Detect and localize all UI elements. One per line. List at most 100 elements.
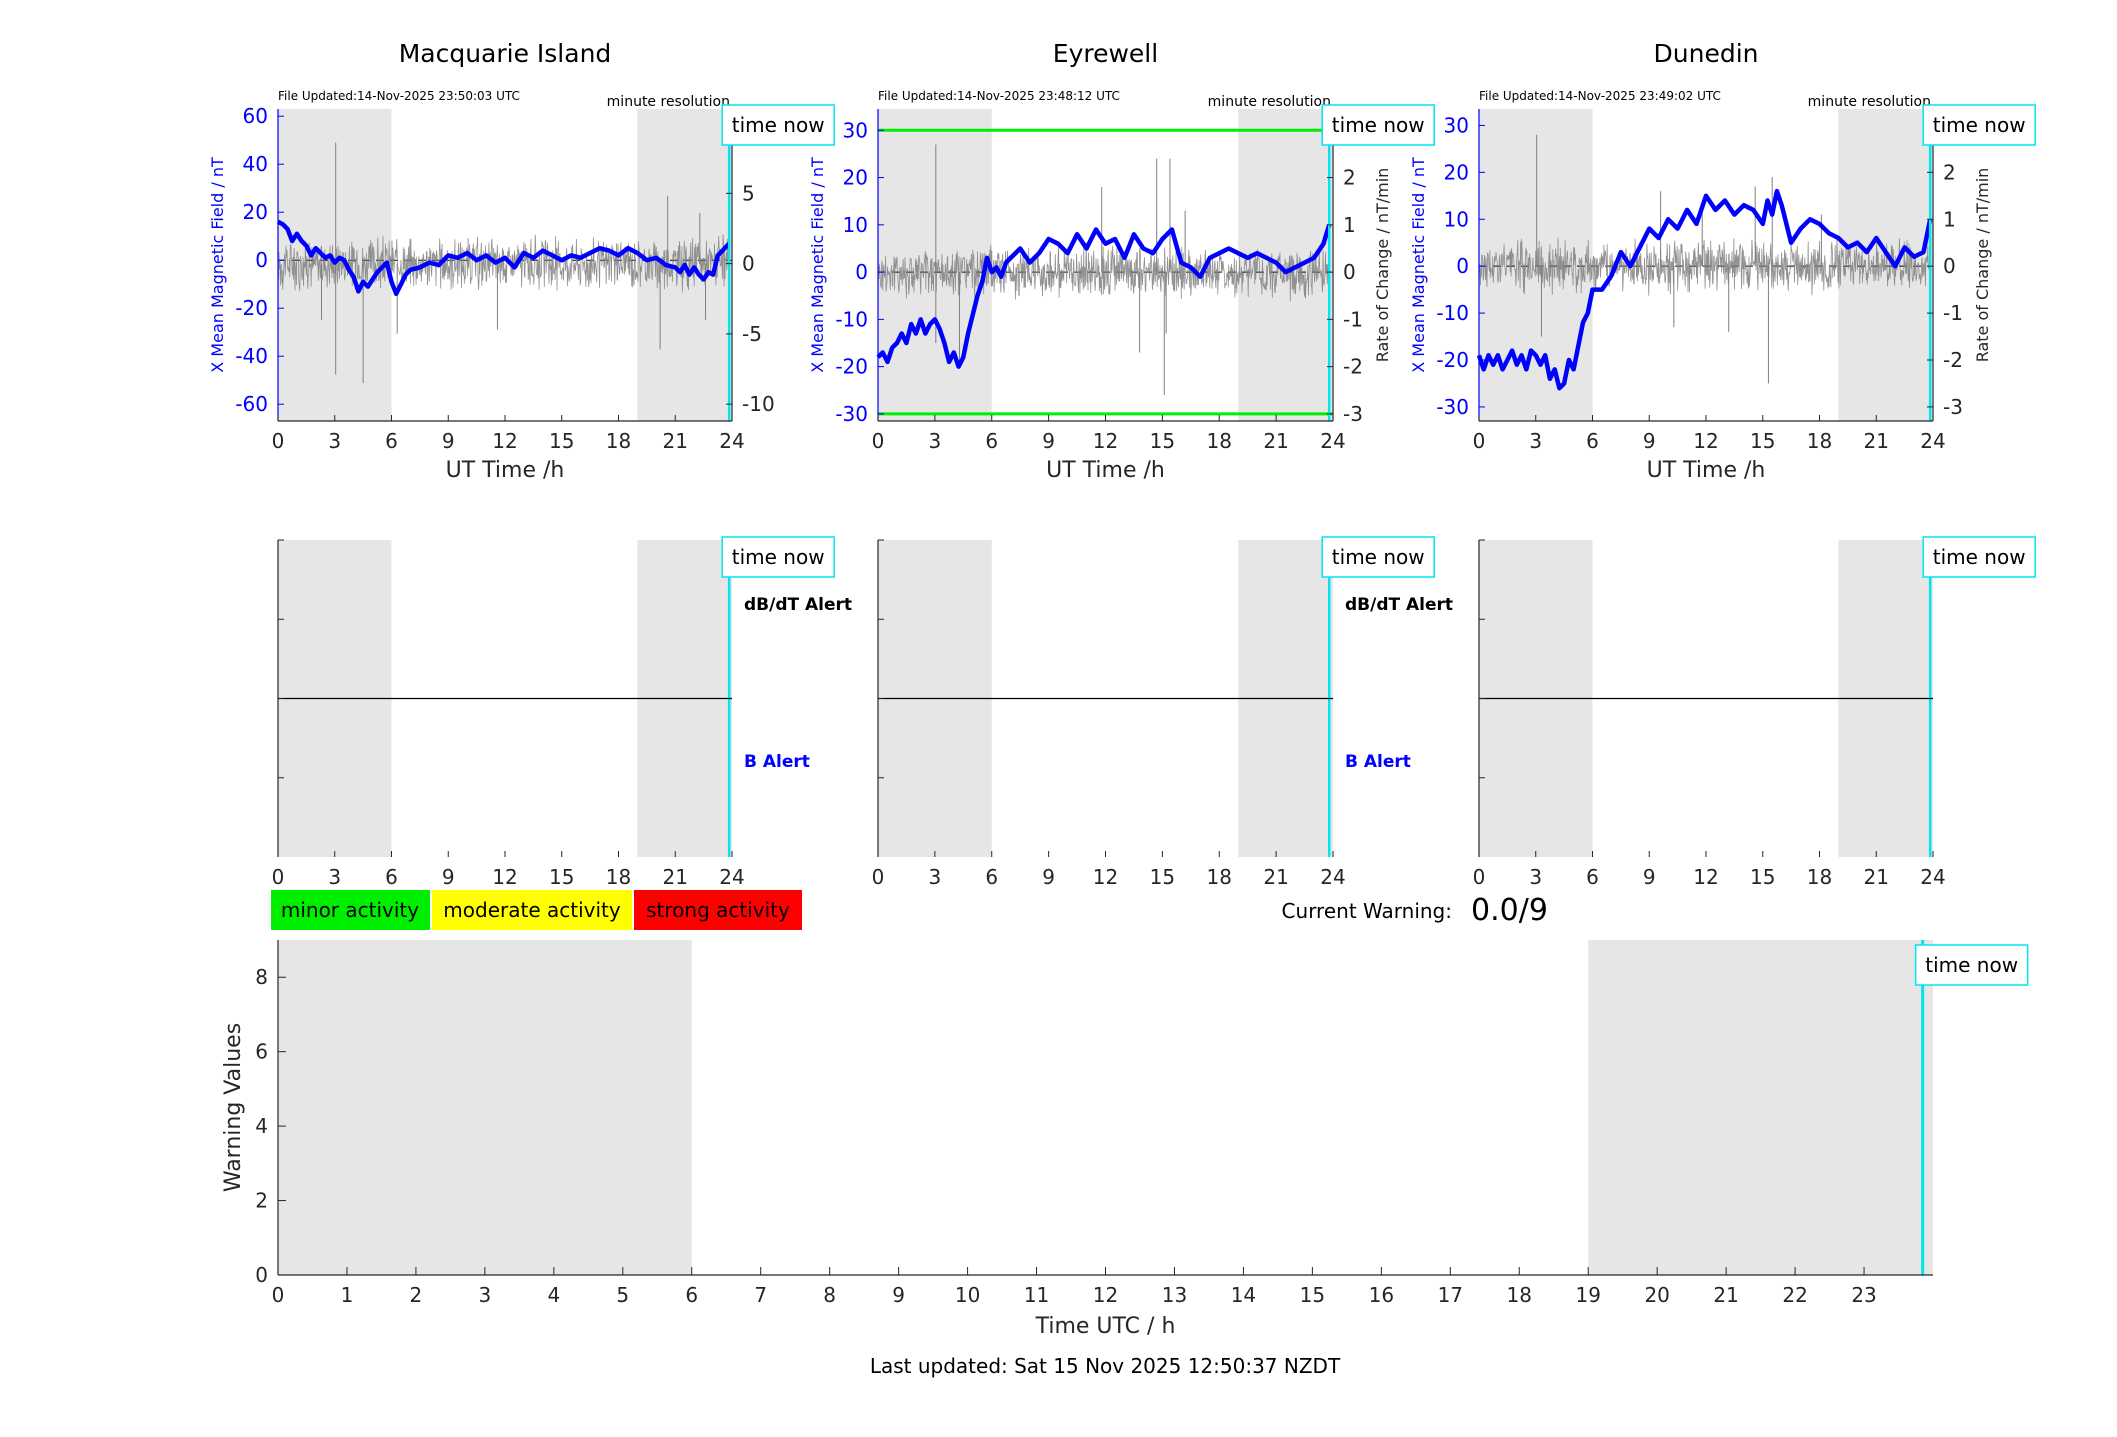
station-2-alert-x-tick-label: 12 bbox=[1093, 865, 1118, 889]
station-3-y-tick-label: 0 bbox=[1456, 254, 1469, 278]
station-2-y-tick-label: -30 bbox=[835, 402, 868, 426]
station-2-x-axis-label: UT Time /h bbox=[1046, 458, 1165, 483]
station-2-x-tick-label: 6 bbox=[985, 429, 998, 453]
station-2-x-tick-label: 21 bbox=[1263, 429, 1288, 453]
warning-night-band bbox=[1588, 940, 1933, 1275]
station-2-y-tick-label: -20 bbox=[835, 355, 868, 379]
warning-night-band bbox=[278, 940, 692, 1275]
station-2-y2-tick-label: -3 bbox=[1343, 402, 1363, 426]
warning-x-tick-label: 16 bbox=[1369, 1283, 1394, 1307]
station-1-file-updated: File Updated:14-Nov-2025 23:50:03 UTC bbox=[278, 89, 520, 103]
station-3-top-time-now-box bbox=[1922, 104, 2036, 146]
station-2-alert-x-tick-label: 3 bbox=[929, 865, 942, 889]
warning-x-tick-label: 20 bbox=[1644, 1283, 1669, 1307]
station-1-alert-time-now-box bbox=[721, 536, 835, 578]
station-1-y2-tick-label: -5 bbox=[742, 322, 762, 346]
warning-y-tick-label: 8 bbox=[255, 965, 268, 989]
station-3-top-time-now-label: time now bbox=[1933, 113, 2026, 137]
station-1-alert-x-tick-label: 12 bbox=[492, 865, 517, 889]
station-1-y-tick-label: 60 bbox=[243, 104, 268, 128]
station-2-alert-x-tick-label: 15 bbox=[1150, 865, 1175, 889]
warning-x-tick-label: 10 bbox=[955, 1283, 980, 1307]
warning-y-tick-label: 0 bbox=[255, 1263, 268, 1287]
station-1-y-tick-label: 0 bbox=[255, 248, 268, 272]
station-3-y-tick-label: -30 bbox=[1436, 395, 1469, 419]
warning-x-tick-label: 1 bbox=[341, 1283, 354, 1307]
station-2-top-time-now-box bbox=[1321, 104, 1435, 146]
station-3-resolution-label: minute resolution bbox=[1808, 94, 1931, 110]
warning-x-tick-label: 19 bbox=[1575, 1283, 1600, 1307]
station-2-y2-tick-label: 0 bbox=[1343, 260, 1356, 284]
station-3-y-axis-label: X Mean Magnetic Field / nT bbox=[1409, 157, 1428, 373]
station-2-x-tick-label: 15 bbox=[1150, 429, 1175, 453]
station-1-y-tick-label: 20 bbox=[243, 200, 268, 224]
station-1-x-tick-label: 15 bbox=[549, 429, 574, 453]
station-1-alert-x-tick-label: 0 bbox=[272, 865, 285, 889]
station-3-x-tick-label: 21 bbox=[1864, 429, 1889, 453]
station-2-y-tick-label: 0 bbox=[855, 260, 868, 284]
station-2-alert-x-tick-label: 9 bbox=[1042, 865, 1055, 889]
warning-x-axis-label: Time UTC / h bbox=[1035, 1314, 1176, 1339]
warning-x-tick-label: 18 bbox=[1507, 1283, 1532, 1307]
station-1-rate-trace bbox=[277, 234, 730, 293]
warning-x-tick-label: 12 bbox=[1093, 1283, 1118, 1307]
station-2-dbdt-alert-label: dB/dT Alert bbox=[1345, 595, 1453, 615]
warning-legend: minor activity moderate activity strong … bbox=[271, 890, 802, 930]
station-1-alert-time-now-label: time now bbox=[732, 545, 825, 569]
station-3-x-tick-label: 12 bbox=[1693, 429, 1718, 453]
station-3-alert-x-tick-label: 12 bbox=[1693, 865, 1718, 889]
station-2-y2-tick-label: 2 bbox=[1343, 166, 1356, 190]
station-3-x-tick-label: 0 bbox=[1473, 429, 1486, 453]
warning-x-tick-label: 22 bbox=[1782, 1283, 1807, 1307]
warning-x-tick-label: 4 bbox=[547, 1283, 560, 1307]
warning-x-tick-label: 6 bbox=[685, 1283, 698, 1307]
station-1-alert-x-tick-label: 24 bbox=[719, 865, 744, 889]
current-warning-label: Current Warning: bbox=[1282, 899, 1452, 923]
station-2-title: Eyrewell bbox=[1053, 39, 1158, 68]
station-1-alert-x-tick-label: 21 bbox=[663, 865, 688, 889]
station-2-y2-tick-label: 1 bbox=[1343, 213, 1356, 237]
station-3-y2-tick-label: 0 bbox=[1943, 254, 1956, 278]
station-2-alert-x-tick-label: 6 bbox=[985, 865, 998, 889]
station-2-alert-time-now-label: time now bbox=[1332, 545, 1425, 569]
last-updated: Last updated: Sat 15 Nov 2025 12:50:37 N… bbox=[870, 1354, 1341, 1378]
warning-y-tick-label: 4 bbox=[255, 1114, 268, 1138]
station-2-alert-x-tick-label: 0 bbox=[872, 865, 885, 889]
legend-strong-label: strong activity bbox=[646, 898, 790, 922]
station-1-x-axis-label: UT Time /h bbox=[446, 458, 565, 483]
station-1-x-tick-label: 3 bbox=[328, 429, 341, 453]
warning-x-tick-label: 2 bbox=[410, 1283, 423, 1307]
warning-time-now-label: time now bbox=[1925, 953, 2018, 977]
station-1-alert-x-tick-label: 9 bbox=[442, 865, 455, 889]
warning-x-tick-label: 9 bbox=[892, 1283, 905, 1307]
warning-x-tick-label: 5 bbox=[616, 1283, 629, 1307]
station-2-rate-trace bbox=[877, 242, 1330, 302]
station-1-x-tick-label: 9 bbox=[442, 429, 455, 453]
warning-x-tick-label: 14 bbox=[1231, 1283, 1256, 1307]
station-2-alert-time-now-box bbox=[1321, 536, 1435, 578]
station-2-y-tick-label: 10 bbox=[843, 213, 868, 237]
station-1-x-tick-label: 6 bbox=[385, 429, 398, 453]
station-3-alert-x-tick-label: 15 bbox=[1750, 865, 1775, 889]
station-1-y2-tick-label: 0 bbox=[742, 252, 755, 276]
station-2-b-alert-label: B Alert bbox=[1345, 752, 1411, 772]
station-3-y-tick-label: -20 bbox=[1436, 348, 1469, 372]
legend-minor-label: minor activity bbox=[281, 898, 419, 922]
station-2-x-tick-label: 24 bbox=[1320, 429, 1345, 453]
station-1-x-tick-label: 0 bbox=[272, 429, 285, 453]
station-1-x-tick-label: 12 bbox=[492, 429, 517, 453]
warning-time-now-box bbox=[1914, 944, 2029, 986]
station-3-x-tick-label: 18 bbox=[1807, 429, 1832, 453]
station-1-top-time-now-box bbox=[721, 104, 835, 146]
station-3-y-tick-label: 10 bbox=[1444, 207, 1469, 231]
station-3-alert-x-tick-label: 0 bbox=[1473, 865, 1486, 889]
station-1-y-tick-label: -20 bbox=[235, 296, 268, 320]
station-3-y2-axis-label: Rate of Change / nT/min bbox=[1973, 168, 1992, 363]
station-1-alert-x-tick-label: 6 bbox=[385, 865, 398, 889]
axes bbox=[277, 109, 1934, 1276]
legend-moderate-label: moderate activity bbox=[443, 898, 621, 922]
station-1-x-tick-label: 21 bbox=[663, 429, 688, 453]
station-3-y2-tick-label: -3 bbox=[1943, 395, 1963, 419]
station-1-y-axis-label: X Mean Magnetic Field / nT bbox=[208, 157, 227, 373]
station-3-x-tick-label: 6 bbox=[1586, 429, 1599, 453]
